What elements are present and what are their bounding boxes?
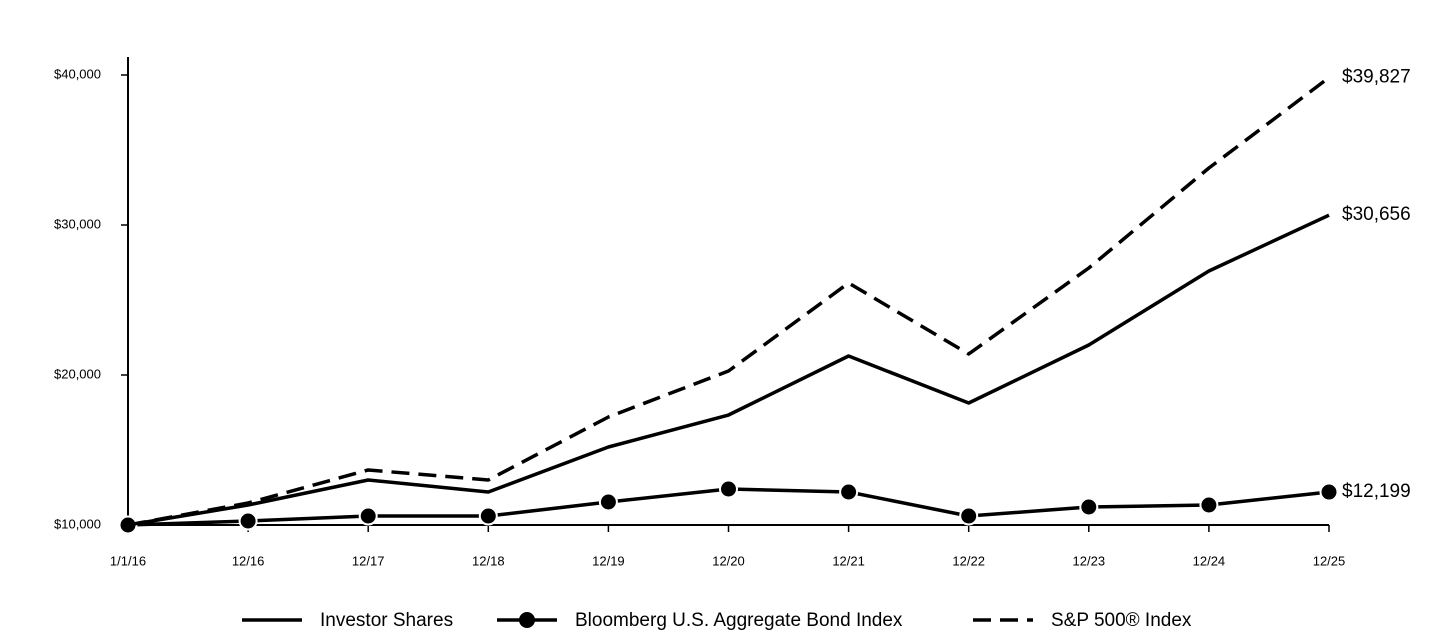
data-point: [1319, 482, 1339, 502]
value-label: $30,656: [1342, 204, 1411, 225]
y-tick-label: $30,000: [54, 216, 101, 231]
x-tick-label: 12/21: [832, 553, 865, 568]
data-point: [598, 492, 618, 512]
series-line: [127, 76, 1331, 527]
x-tick-label: 12/19: [592, 553, 625, 568]
series-line: [127, 213, 1330, 527]
x-tick-label: 12/16: [232, 553, 265, 568]
legend-label: Investor Shares: [320, 610, 453, 631]
data-point: [959, 506, 979, 526]
legend-marker: [519, 612, 535, 628]
value-label: $39,827: [1342, 67, 1411, 88]
data-point: [478, 506, 498, 526]
legend-label: Bloomberg U.S. Aggregate Bond Index: [575, 610, 903, 631]
x-tick-label: 12/17: [352, 553, 385, 568]
x-tick-label: 12/24: [1193, 553, 1226, 568]
x-tick-label: 12/25: [1313, 553, 1346, 568]
y-tick-label: $10,000: [54, 516, 101, 531]
y-tick-label: $40,000: [54, 66, 101, 81]
data-point: [719, 479, 738, 499]
x-tick-label: 1/1/16: [110, 553, 146, 568]
data-point: [1199, 495, 1219, 515]
x-tick-label: 12/22: [952, 553, 985, 568]
data-point: [839, 482, 859, 502]
x-tick-label: 12/18: [472, 553, 505, 568]
x-tick-label: 12/23: [1073, 553, 1106, 568]
y-tick-label: $20,000: [54, 366, 101, 381]
data-point: [358, 506, 378, 526]
value-label: $12,199: [1342, 481, 1411, 502]
data-point: [1079, 497, 1099, 517]
x-tick-label: 12/20: [712, 553, 745, 568]
legend-label: S&P 500® Index: [1051, 610, 1192, 631]
data-point: [238, 511, 258, 531]
